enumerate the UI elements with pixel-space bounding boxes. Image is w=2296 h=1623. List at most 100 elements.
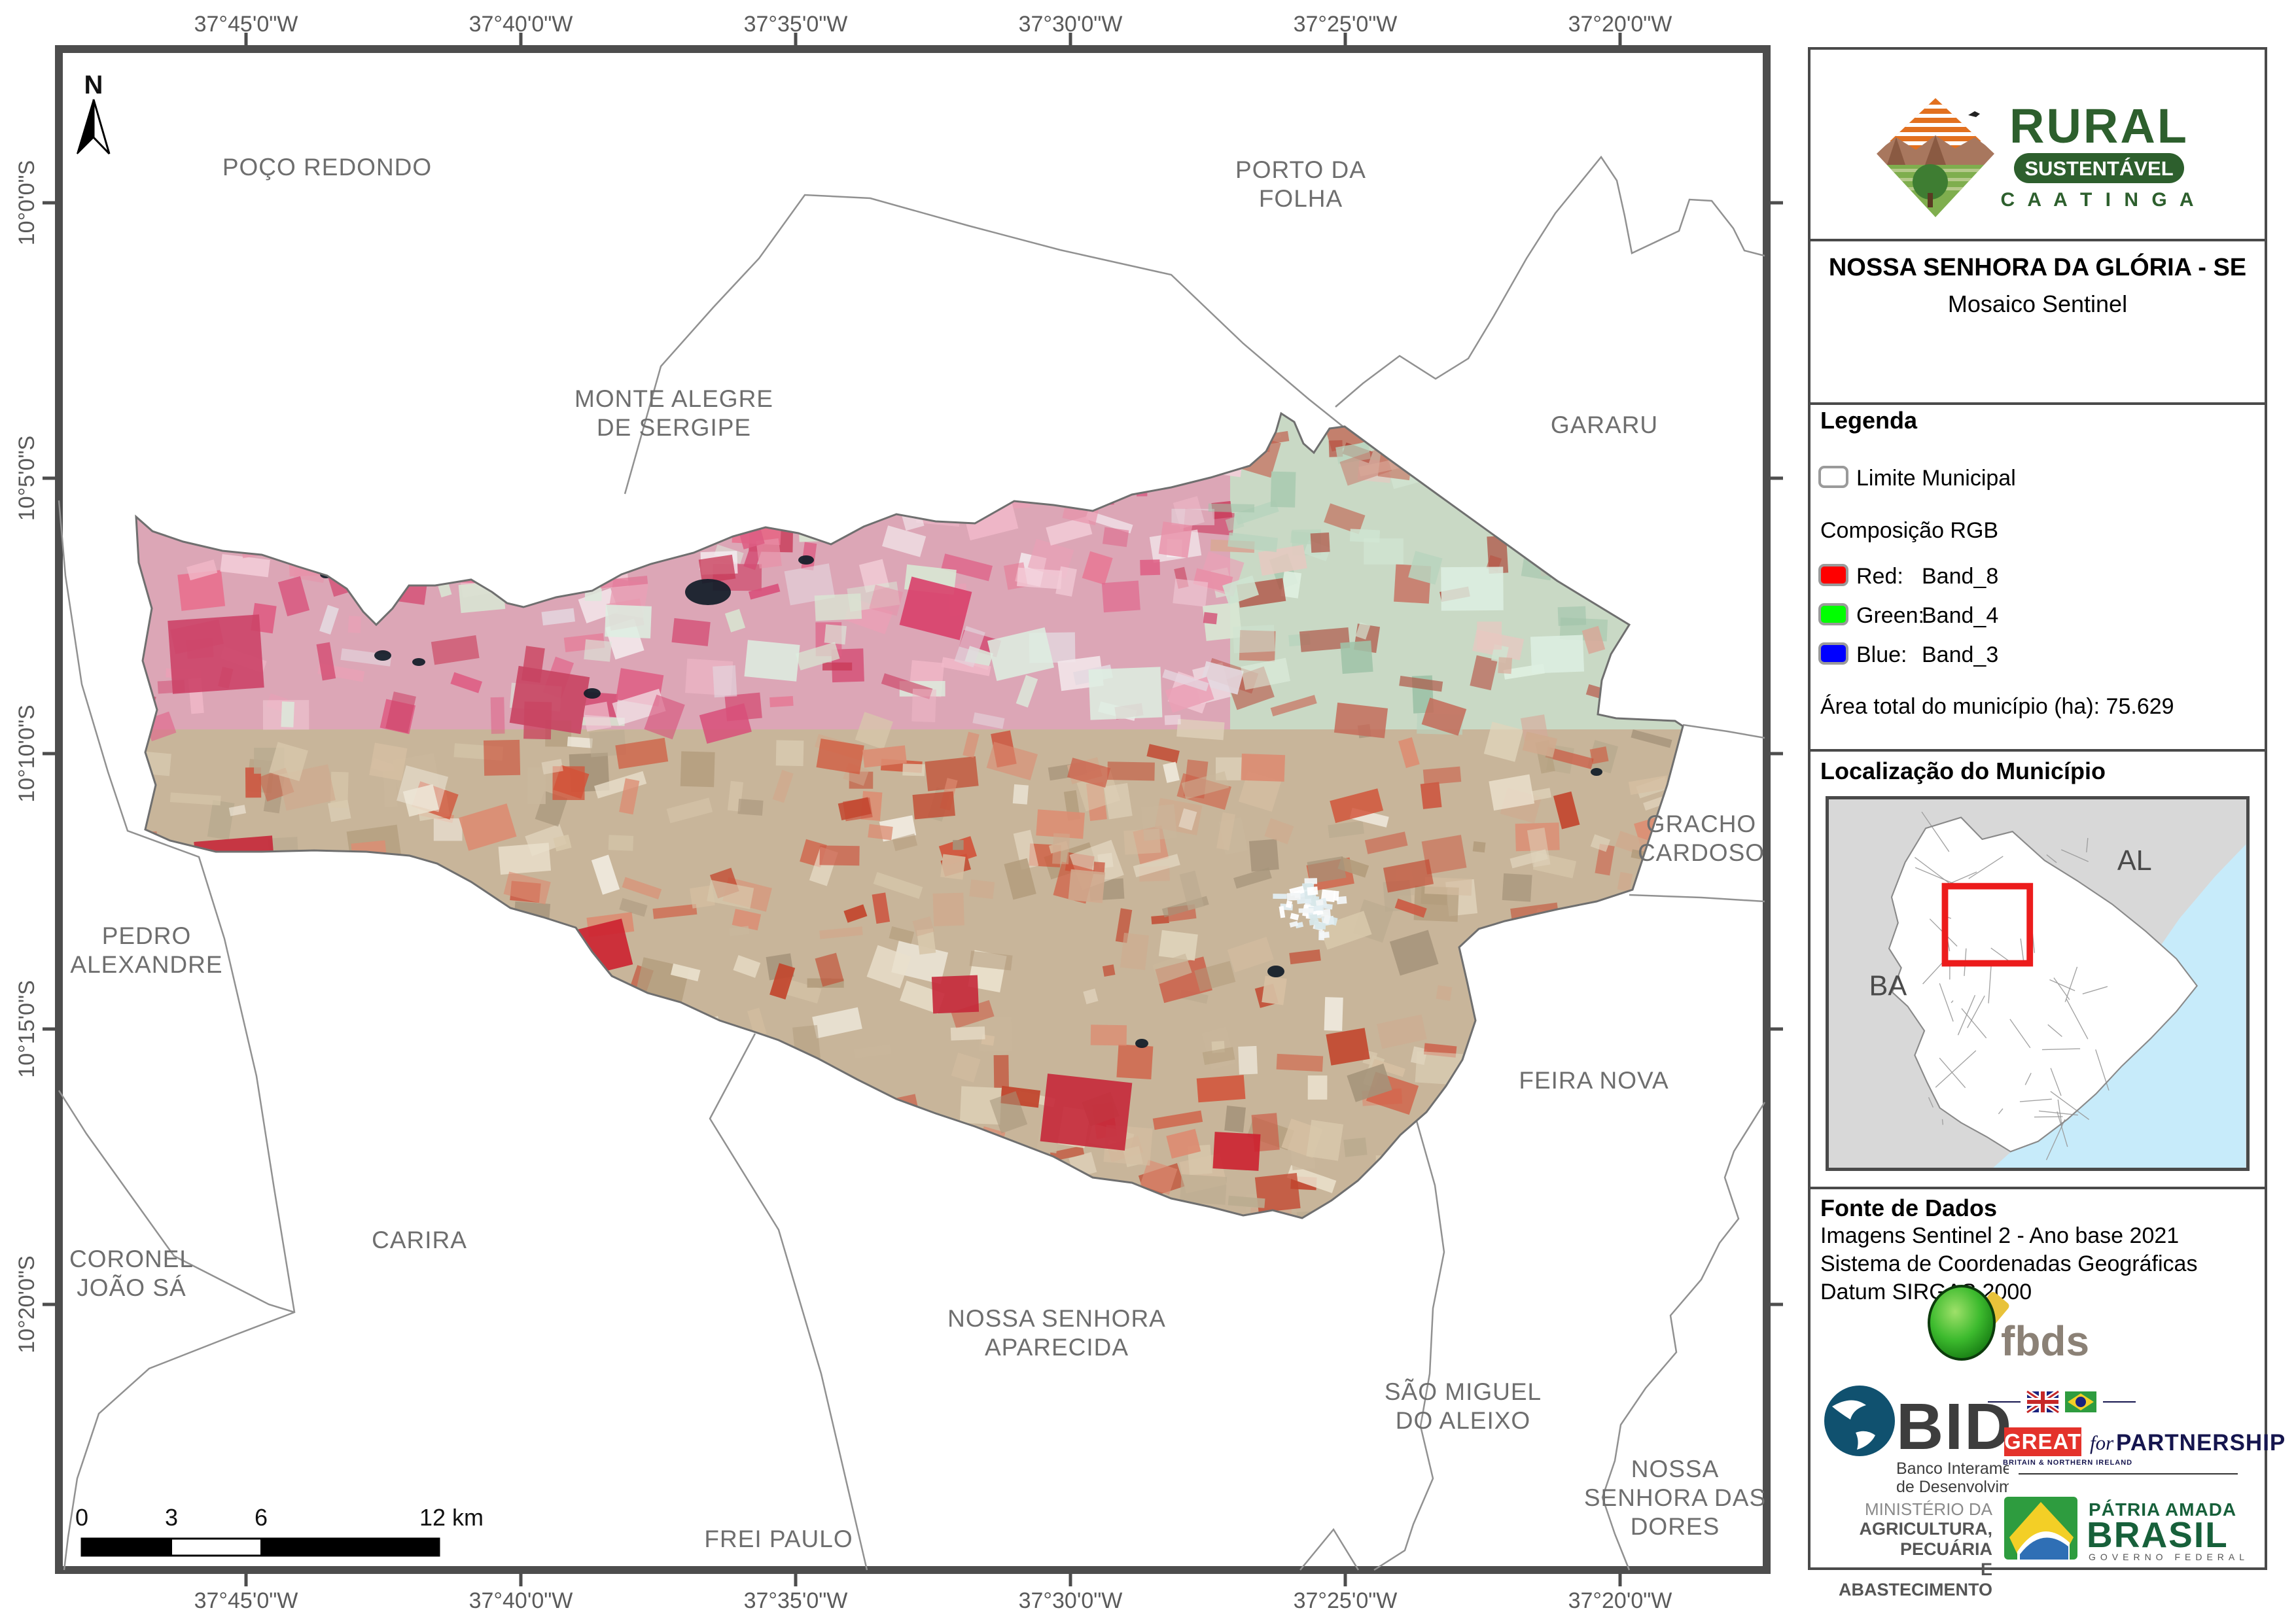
divider-4 [1810,1187,2265,1189]
scalebar-0: 0 [75,1504,88,1531]
scalebar-6: 6 [255,1504,268,1531]
lon-label-top: 37°20'0"W [1568,12,1672,37]
north-arrow-label: N [84,71,103,99]
location-inset-map: AL BA [1826,796,2250,1171]
brazil-gov-flag-icon [2004,1497,2077,1560]
neighbor-label: CARIRA [372,1227,467,1253]
limite-municipal-label: Limite Municipal [1856,466,2016,491]
bid-emblem-icon [1824,1386,1895,1456]
neighbor-label: FEIRA NOVA [1519,1067,1669,1094]
neighbor-label: POÇO REDONDO [222,154,432,181]
great-caption: BRITAIN & NORTHERN IRELAND [2003,1459,2133,1467]
gov-line-3: GOVERNO FEDERAL [2089,1552,2250,1562]
boundary-line [624,194,1349,495]
rural-sustentavel-logo: RURAL SUSTENTÁVEL C A A T I N G A [1877,98,2197,217]
lon-label-bottom: 37°20'0"W [1568,1588,1672,1613]
green-band-value: Band_4 [1922,603,1999,628]
brand-region: C A A T I N G A [2000,189,2197,211]
neighbor-label: PORTO DA FOLHA [1235,156,1366,212]
lon-label-bottom: 37°35'0"W [744,1588,848,1613]
lon-label-bottom: 37°25'0"W [1294,1588,1398,1613]
boundary-line [1299,1527,1360,1571]
rural-logo-emblem [1877,98,1994,217]
lon-label-top: 37°45'0"W [194,12,298,37]
lat-label-left: 10°20'0"S [14,1255,39,1353]
uk-flag-icon [2025,1389,2060,1415]
data-source-lines: Imagens Sentinel 2 - Ano base 2021 Siste… [1820,1222,2197,1306]
inset-state-label: AL [2117,845,2152,877]
ministry-line-3: E ABASTECIMENTO [1838,1560,1992,1599]
blue-band-swatch [1818,642,1848,665]
ministry-block: MINISTÉRIO DA AGRICULTURA, PECUÁRIA E AB… [1829,1499,1992,1600]
neighbor-label: FREI PAULO [704,1526,853,1552]
blue-band-value: Band_3 [1922,642,1999,667]
lat-label-left: 10°0'0"S [14,160,39,245]
great-wordmark: GREAT [2004,1429,2082,1454]
boundary-line [1629,894,1765,903]
graticule-axis: 37°45'0"W 37°45'0"W 37°40'0"W 37°40'0"W 37°3… [14,12,1783,1613]
lon-label-top: 37°25'0"W [1294,12,1398,37]
brand-name: RURAL [2009,99,2189,153]
red-band-swatch [1818,564,1848,586]
limite-municipal-outline [135,411,1684,1219]
partnership-flags [1988,1389,2136,1415]
scalebar-3: 3 [165,1504,178,1531]
boundary-line [1335,155,1765,408]
red-band-label: Red: [1856,564,1903,589]
lon-label-top: 37°40'0"W [469,12,573,37]
lat-label-left: 10°15'0"S [14,980,39,1077]
neighbor-label: MONTE ALEGRE DE SERGIPE [574,385,773,441]
partnership-rule [2019,1473,2238,1475]
neighbor-labels: POÇO REDONDO PORTO DA FOLHA MONTE ALEGRE DE … [69,154,1766,1552]
lon-label-bottom: 37°45'0"W [194,1588,298,1613]
inset-highlight-box [1941,882,2034,967]
north-arrow-right [92,99,111,155]
brazil-flag-icon [2065,1391,2096,1412]
gov-line-2: BRASIL [2087,1514,2229,1555]
great-campaign-box: GREAT [2004,1427,2081,1456]
neighbor-label: NOSSA SENHORA DAS DORES [1584,1456,1766,1540]
inset-state-label: BA [1869,971,1907,1002]
legend-heading: Legenda [1820,407,1918,434]
boundary-line [58,1090,295,1314]
brand-subname: SUSTENTÁVEL [2024,157,2173,180]
divider-2 [1810,402,2265,405]
boundary-line [1682,724,1765,739]
neighbor-label: PEDRO ALEXANDRE [70,922,222,978]
bid-caption-2: de Desenvolvimento [1896,1478,2009,1496]
boundary-line [709,1033,868,1571]
location-heading: Localização do Município [1820,758,2106,784]
lat-label-left: 10°5'0"S [14,436,39,521]
brand-pill [2014,153,2184,183]
north-arrow: N [77,71,111,155]
partnership-wordmark: PARTNERSHIP [2116,1430,2286,1456]
great-for: for [2090,1431,2114,1454]
fbds-wordmark: fbds [2001,1318,2089,1365]
lon-label-top: 37°35'0"W [744,12,848,37]
green-band-label: Green: [1856,603,1924,628]
neighbor-label: GARARU [1551,411,1658,438]
area-total-label: Área total do município (ha): 75.629 [1820,694,2174,719]
rgb-heading: Composição RGB [1820,518,1999,543]
data-source-heading: Fonte de Dados [1820,1195,1998,1221]
bid-logo: BID Banco Interamericano de Desenvolvime… [1824,1386,2009,1496]
lon-label-top: 37°30'0"W [1019,12,1123,37]
green-band-swatch [1818,603,1848,625]
fbds-sphere-icon [1928,1285,1996,1361]
bird-icon [1968,111,1980,117]
limite-municipal-swatch [1818,466,1848,488]
inset-ocean [1993,844,2246,1168]
neighbor-boundaries [58,155,1766,1571]
neighbor-label: SÃO MIGUEL DO ALEIXO [1385,1378,1542,1434]
neighbor-label: GRACHO CARDOSO [1638,811,1765,866]
sidebar-panel: NOSSA SENHORA DA GLÓRIA - SE Mosaico Sen… [1808,47,2267,1570]
divider-1 [1810,239,2265,241]
scale-bar: 0 3 6 12 km [75,1504,484,1557]
scalebar-12km: 12 km [419,1504,484,1531]
map-subtitle: Mosaico Sentinel [1947,290,2128,317]
data-source-line: Sistema de Coordenadas Geográficas [1820,1251,2198,1276]
blue-band-label: Blue: [1856,642,1907,667]
lat-label-left: 10°10'0"S [14,705,39,802]
